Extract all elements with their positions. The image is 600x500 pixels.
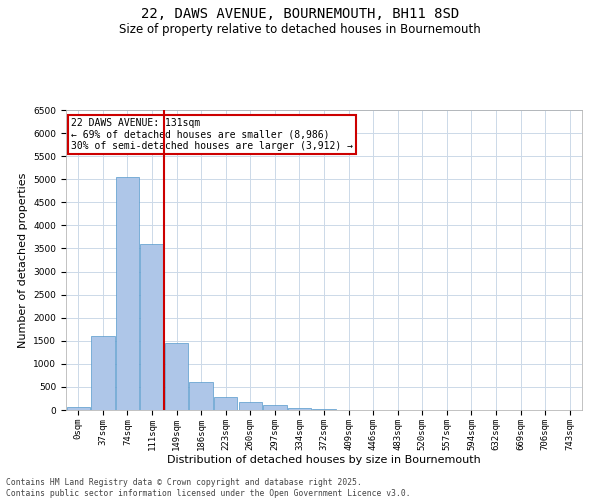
- Text: 22 DAWS AVENUE: 131sqm
← 69% of detached houses are smaller (8,986)
30% of semi-: 22 DAWS AVENUE: 131sqm ← 69% of detached…: [71, 118, 353, 150]
- Text: Size of property relative to detached houses in Bournemouth: Size of property relative to detached ho…: [119, 22, 481, 36]
- Text: Contains HM Land Registry data © Crown copyright and database right 2025.
Contai: Contains HM Land Registry data © Crown c…: [6, 478, 410, 498]
- Bar: [140, 244, 164, 410]
- Bar: [116, 177, 139, 410]
- Bar: [190, 382, 213, 410]
- Text: 22, DAWS AVENUE, BOURNEMOUTH, BH11 8SD: 22, DAWS AVENUE, BOURNEMOUTH, BH11 8SD: [141, 8, 459, 22]
- Bar: [313, 409, 335, 410]
- Bar: [67, 406, 90, 410]
- Bar: [165, 343, 188, 410]
- Bar: [239, 402, 262, 410]
- X-axis label: Distribution of detached houses by size in Bournemouth: Distribution of detached houses by size …: [167, 456, 481, 466]
- Bar: [214, 396, 238, 410]
- Bar: [91, 336, 115, 410]
- Bar: [288, 408, 311, 410]
- Y-axis label: Number of detached properties: Number of detached properties: [18, 172, 28, 348]
- Bar: [263, 406, 287, 410]
